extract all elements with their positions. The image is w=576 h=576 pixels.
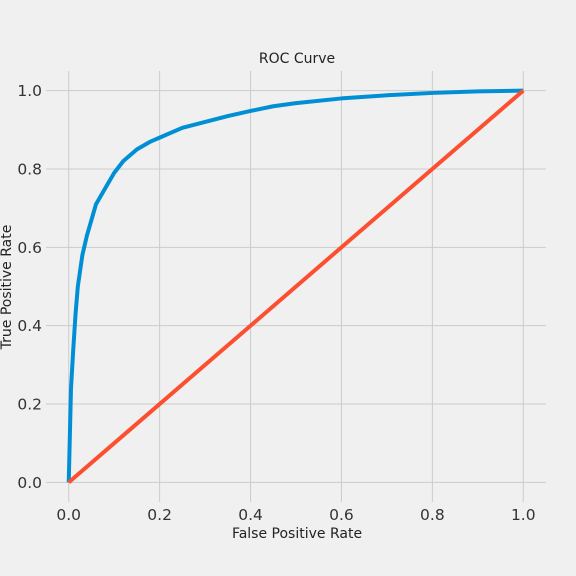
diagonal-reference-line: [67, 89, 525, 484]
roc-curve-line: [66, 88, 524, 483]
series-group: [66, 88, 525, 484]
grid: [46, 71, 546, 502]
x-tick-label: 0.6: [329, 506, 354, 524]
x-tick-label: 0.8: [420, 506, 445, 524]
y-tick-label: 1.0: [17, 82, 42, 100]
y-tick-label: 0.2: [17, 396, 42, 414]
x-tick-label: 1.0: [511, 506, 536, 524]
x-axis-label: False Positive Rate: [232, 526, 362, 542]
y-tick-label: 0.6: [17, 239, 42, 257]
y-axis-label: True Positive Rate: [0, 225, 15, 351]
chart-title: ROC Curve: [259, 51, 335, 67]
x-tick-label: 0.4: [238, 506, 263, 524]
y-tick-label: 0.8: [17, 160, 42, 178]
y-tick-label: 0.0: [17, 474, 42, 492]
y-tick-labels: 0.0 0.2 0.4 0.6 0.8 1.0: [17, 82, 42, 492]
y-tick-label: 0.4: [17, 317, 42, 335]
x-tick-label: 0.2: [147, 506, 172, 524]
x-tick-labels: 0.0 0.2 0.4 0.6 0.8 1.0: [56, 506, 535, 524]
x-tick-label: 0.0: [56, 506, 81, 524]
